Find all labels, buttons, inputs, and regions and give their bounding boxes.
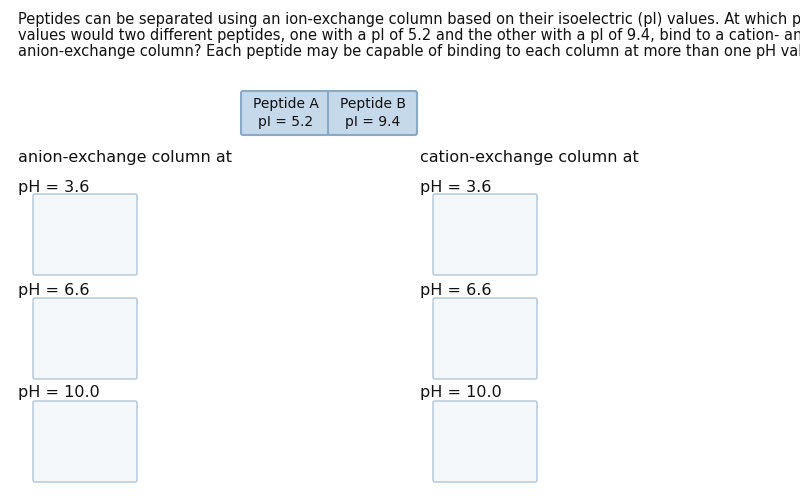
Text: pH = 3.6: pH = 3.6 [18, 180, 90, 195]
Text: anion-exchange column at: anion-exchange column at [18, 150, 232, 165]
Text: values would two different peptides, one with a pI of 5.2 and the other with a p: values would two different peptides, one… [18, 28, 800, 43]
Text: pH = 6.6: pH = 6.6 [420, 283, 491, 298]
Text: Peptides can be separated using an ion-exchange column based on their isoelectri: Peptides can be separated using an ion-e… [18, 12, 800, 27]
Text: cation-exchange column at: cation-exchange column at [420, 150, 638, 165]
Text: pH = 6.6: pH = 6.6 [18, 283, 90, 298]
Text: anion-exchange column? Each peptide may be capable of binding to each column at : anion-exchange column? Each peptide may … [18, 44, 800, 59]
Text: Peptide B
pI = 9.4: Peptide B pI = 9.4 [339, 97, 406, 129]
FancyBboxPatch shape [33, 194, 137, 275]
Text: pH = 10.0: pH = 10.0 [18, 385, 100, 400]
FancyBboxPatch shape [33, 298, 137, 379]
Text: pH = 10.0: pH = 10.0 [420, 385, 502, 400]
FancyBboxPatch shape [433, 194, 537, 275]
Text: Peptide A
pI = 5.2: Peptide A pI = 5.2 [253, 97, 318, 129]
FancyBboxPatch shape [433, 401, 537, 482]
FancyBboxPatch shape [241, 91, 330, 135]
FancyBboxPatch shape [33, 401, 137, 482]
FancyBboxPatch shape [433, 298, 537, 379]
Text: pH = 3.6: pH = 3.6 [420, 180, 491, 195]
FancyBboxPatch shape [328, 91, 417, 135]
